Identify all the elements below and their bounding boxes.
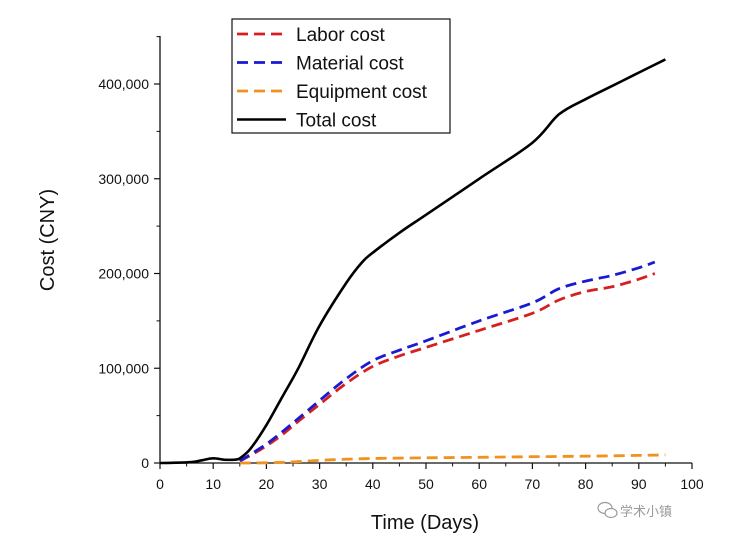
x-tick-label: 30 [312,476,328,492]
legend-label: Total cost [296,111,377,132]
y-tick-label: 100,000 [98,360,149,376]
x-tick-label: 60 [471,476,487,492]
series-line-total-cost [159,58,666,465]
series-line-material-cost [239,260,656,463]
series-line-labor-cost [239,272,656,463]
x-tick-label: 0 [156,476,164,492]
series-line-equipment-cost [239,453,666,465]
legend-label: Equipment cost [296,82,428,103]
wechat-icon [597,501,618,519]
x-tick-label: 50 [418,476,434,492]
axes: 0 10 20 30 40 50 60 70 80 90 100 0 100,000 200,000 300… [98,36,704,492]
legend-box [231,18,451,134]
x-tick-label: 70 [525,476,541,492]
series-lines [159,58,666,465]
x-tick-label: 100 [680,476,704,492]
y-tick-label: 300,000 [98,171,149,187]
y-axis-title: Cost (CNY) [37,189,59,291]
x-tick-label: 10 [205,476,221,492]
x-tick-label: 90 [631,476,647,492]
watermark-text: 学术小镇 [620,504,672,519]
legend-label: Labor cost [296,25,385,46]
x-tick-label: 40 [365,476,381,492]
legend-label: Material cost [296,54,404,75]
x-axis-title: Time (Days) [371,512,479,534]
watermark: 学术小镇 [597,501,672,519]
y-tick-label: 0 [141,455,149,471]
x-tick-label: 80 [578,476,594,492]
legend: Labor cost Material cost Equipment cost Tot… [231,18,451,134]
y-tick-label: 400,000 [98,76,149,92]
y-tick-label: 200,000 [98,266,149,282]
x-tick-label: 20 [259,476,275,492]
